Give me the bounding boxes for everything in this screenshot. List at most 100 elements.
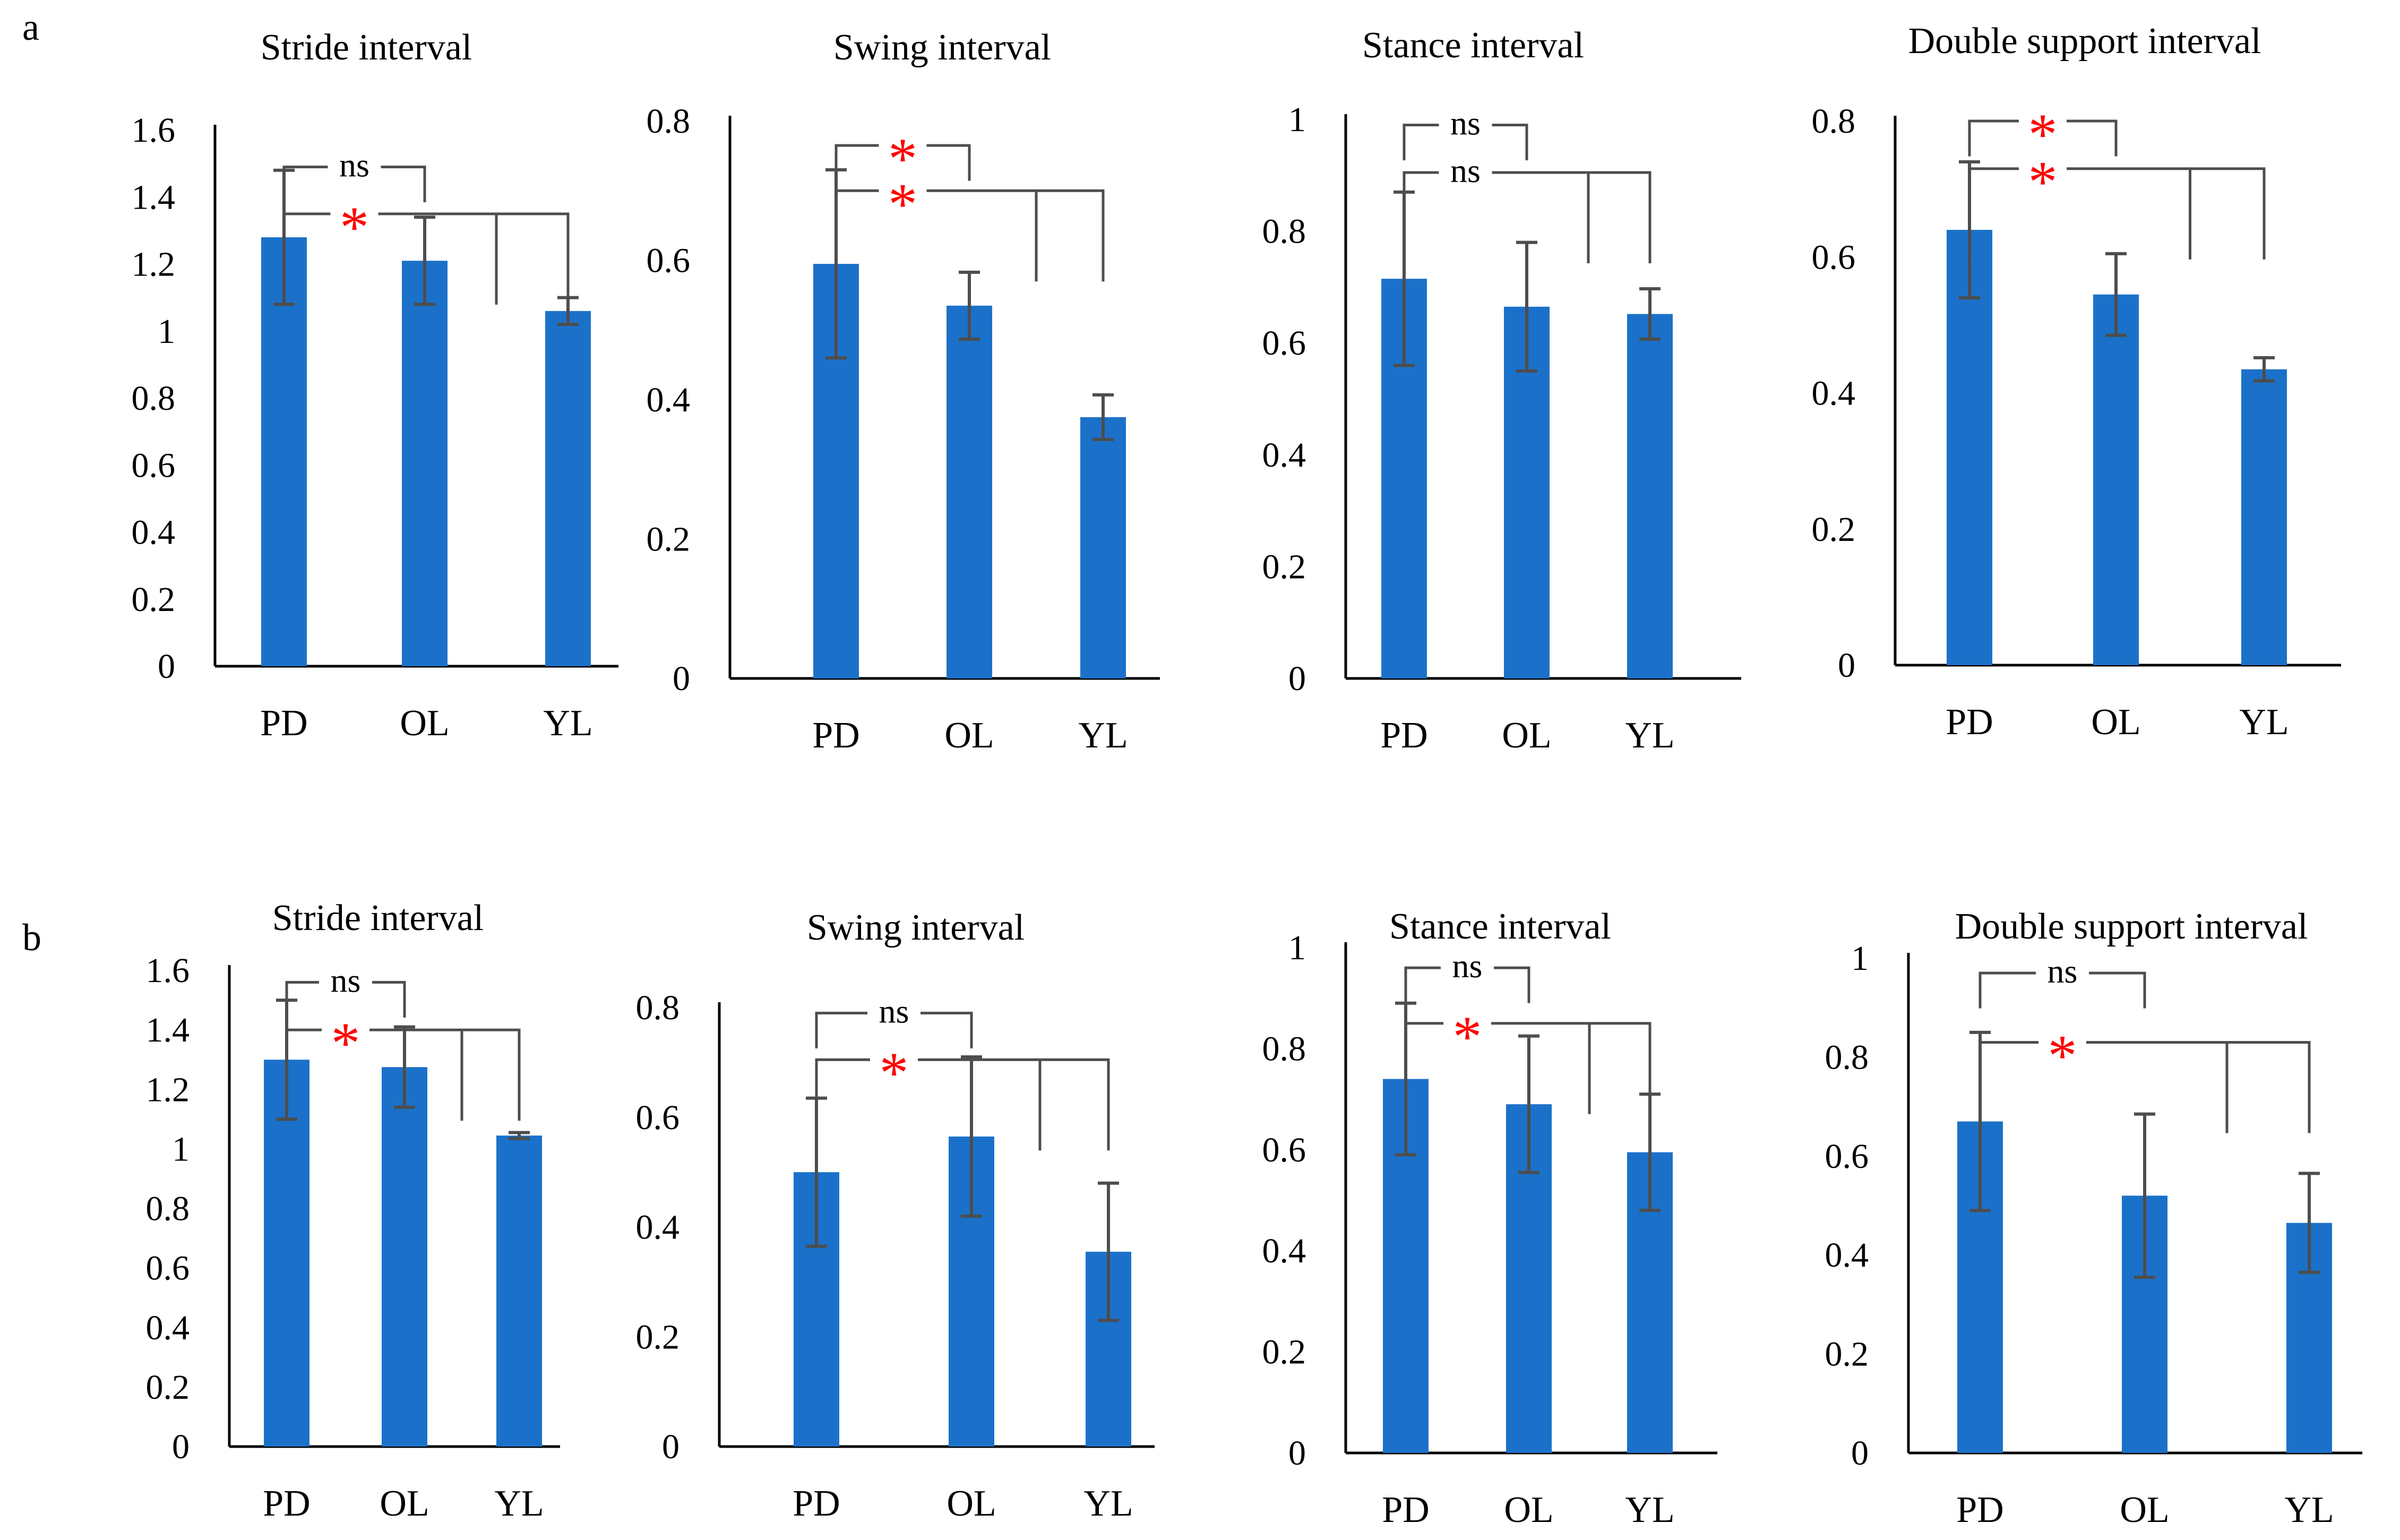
- chart-4: Double support interval 0 0.2 0.4 0.6 0.8 PD OL…: [1812, 21, 2341, 743]
- bar-OL: [382, 1067, 427, 1447]
- bar-PD: [1947, 230, 1992, 665]
- y-tick-label: 0.8: [1262, 212, 1306, 251]
- chart-6: Swing interval 0 0.2 0.4 0.6 0.8 PD OL YL ns *: [636, 907, 1155, 1524]
- panel-label-a: a: [22, 6, 39, 48]
- y-tick-label: 1.4: [132, 178, 176, 217]
- y-tick-label: 0.8: [1812, 102, 1856, 141]
- y-tick-label: 0.2: [132, 580, 176, 619]
- bar-YL: [496, 1135, 542, 1447]
- x-tick-label: PD: [1380, 715, 1427, 756]
- significance-bracket-group: [282, 212, 570, 305]
- x-tick-label: PD: [1382, 1490, 1429, 1530]
- bar-YL: [2241, 369, 2287, 665]
- x-tick-label: YL: [2239, 702, 2289, 743]
- significance-ns: ns: [879, 992, 909, 1030]
- significance-star: *: [880, 1040, 909, 1105]
- significance-star: *: [1453, 1004, 1482, 1069]
- y-tick-label: 0.6: [1812, 238, 1856, 277]
- y-tick-label: 1: [158, 312, 175, 351]
- bar-OL: [402, 261, 448, 666]
- charts-container: Stride interval 0 0.2 0.4 0.6 0.8 1 1.2 1.4 1.6 PD…: [132, 21, 2362, 1530]
- x-tick-label: PD: [1956, 1490, 2003, 1530]
- significance-ns: ns: [331, 961, 361, 999]
- label-mask: [2019, 117, 2067, 125]
- significance-star: *: [2048, 1023, 2077, 1088]
- y-tick-label: 0.8: [1262, 1029, 1306, 1068]
- significance-ns: ns: [1450, 152, 1481, 190]
- y-tick-label: 0.4: [636, 1208, 680, 1247]
- label-mask: [330, 209, 379, 218]
- label-mask: [1441, 963, 1494, 973]
- x-tick-label: PD: [263, 1483, 310, 1524]
- y-tick-label: 0.2: [1825, 1335, 1869, 1374]
- y-tick-label: 0.6: [146, 1249, 190, 1288]
- x-tick-label: YL: [1078, 715, 1128, 756]
- y-tick-label: 0: [1838, 646, 1855, 685]
- x-tick-label: OL: [1504, 1490, 1553, 1530]
- y-tick-label: 1.2: [146, 1070, 190, 1109]
- y-tick-label: 0.2: [1262, 547, 1306, 586]
- significance-ns: ns: [2048, 952, 2078, 990]
- y-tick-label: 0.8: [1825, 1038, 1869, 1077]
- chart-5: Stride interval 0 0.2 0.4 0.6 0.8 1 1.2 1.4 1.6 PD…: [146, 898, 560, 1524]
- significance-star: *: [331, 1011, 360, 1076]
- significance-bracket-group: [285, 1028, 521, 1121]
- y-tick-label: 0.6: [1262, 1131, 1306, 1169]
- bar-PD: [264, 1060, 309, 1447]
- chart-1: Stride interval 0 0.2 0.4 0.6 0.8 1 1.2 1.4 1.6 PD…: [132, 27, 618, 744]
- x-tick-label: PD: [812, 715, 859, 756]
- chart-title: Swing interval: [807, 907, 1025, 948]
- x-tick-label: YL: [2284, 1490, 2334, 1530]
- x-tick-label: OL: [1502, 715, 1551, 756]
- y-tick-label: 0.8: [146, 1190, 190, 1228]
- x-tick-label: OL: [944, 715, 994, 756]
- y-tick-label: 0.4: [1812, 374, 1856, 413]
- bar-OL: [947, 305, 992, 678]
- significance-ns: ns: [339, 146, 369, 184]
- y-tick-label: 1.6: [132, 111, 176, 150]
- chart-title: Stance interval: [1362, 25, 1584, 66]
- x-tick-label: OL: [947, 1483, 996, 1524]
- label-mask: [879, 141, 927, 150]
- label-mask: [1443, 1019, 1491, 1028]
- label-mask: [2036, 968, 2089, 977]
- y-tick-label: 0.4: [1825, 1236, 1869, 1275]
- y-tick-label: 0.4: [146, 1309, 190, 1347]
- y-tick-label: 0: [673, 659, 690, 698]
- x-tick-label: YL: [494, 1483, 544, 1524]
- chart-title: Stride interval: [272, 898, 484, 939]
- chart-title: Double support interval: [1908, 21, 2261, 62]
- y-tick-label: 0.6: [647, 242, 691, 280]
- chart-7: Stance interval 0 0.2 0.4 0.6 0.8 1 PD OL YL ns *: [1262, 906, 1717, 1530]
- significance-bracket-group: [835, 189, 1105, 282]
- bar-PD: [261, 237, 307, 666]
- x-tick-label: OL: [400, 703, 449, 744]
- y-tick-label: 0.8: [132, 379, 176, 418]
- label-mask: [2038, 1038, 2086, 1047]
- significance-bracket-group: [1404, 1022, 1651, 1114]
- x-tick-label: YL: [1625, 1490, 1674, 1530]
- chart-title: Double support interval: [1955, 906, 2308, 947]
- y-tick-label: 0: [1288, 1434, 1306, 1473]
- chart-title: Swing interval: [833, 27, 1051, 68]
- y-tick-label: 0.4: [647, 381, 691, 419]
- y-tick-label: 0.2: [1262, 1333, 1306, 1372]
- chart-3: Stance interval 0 0.2 0.4 0.6 0.8 1 PD OL YL ns ns: [1262, 25, 1741, 756]
- y-tick-label: 0.4: [1262, 436, 1306, 475]
- y-tick-label: 0.4: [1262, 1232, 1306, 1270]
- significance-bracket-group: [1979, 1040, 2311, 1133]
- significance-star: *: [888, 126, 917, 191]
- chart-title: Stride interval: [261, 27, 472, 68]
- significance-star: *: [2028, 102, 2058, 167]
- bar-OL: [2093, 294, 2139, 665]
- label-mask: [870, 1055, 918, 1064]
- x-tick-label: YL: [1083, 1483, 1133, 1524]
- y-tick-label: 1.4: [146, 1011, 190, 1049]
- significance-star: *: [340, 195, 369, 260]
- y-tick-label: 0.2: [647, 520, 691, 559]
- y-tick-label: 0.8: [636, 988, 680, 1027]
- y-tick-label: 0.6: [1262, 324, 1306, 363]
- y-tick-label: 0: [158, 647, 175, 686]
- y-tick-label: 1: [1288, 100, 1306, 139]
- panel-label-b: b: [22, 916, 41, 959]
